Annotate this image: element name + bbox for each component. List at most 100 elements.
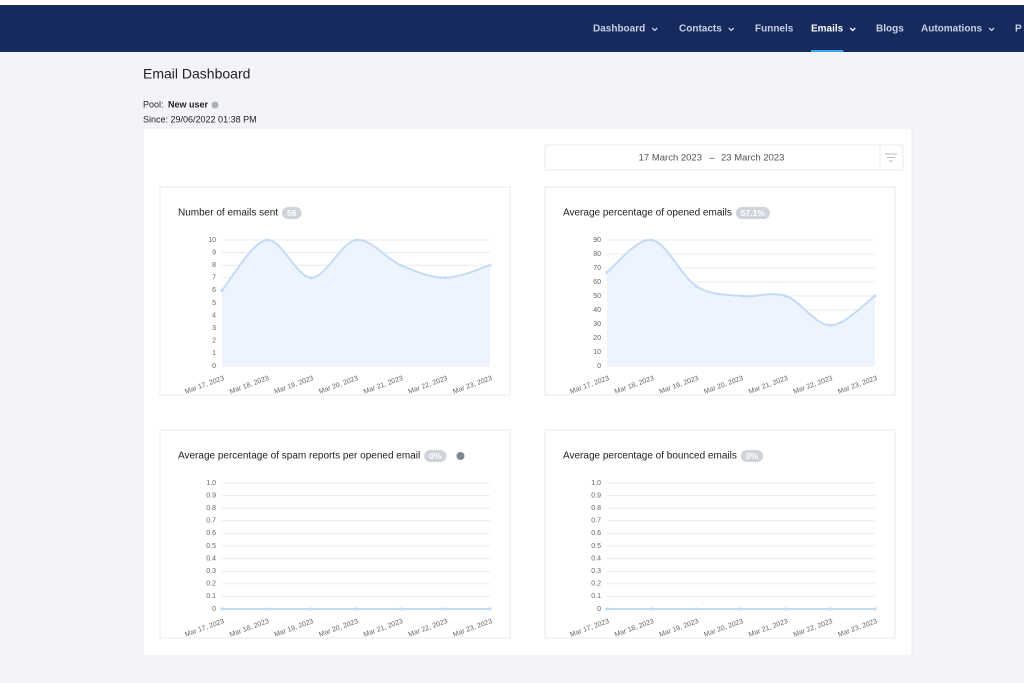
point [220,288,224,292]
point [309,276,313,280]
filter-icon[interactable] [885,153,897,162]
point [399,607,403,611]
date-separator: – [709,153,715,164]
y-tick-label: 0 [597,606,601,613]
top-edge [0,0,1024,5]
point [443,276,447,280]
chart-card [159,429,511,639]
point [784,294,788,298]
point [873,294,877,298]
help-icon[interactable] [456,452,465,460]
y-tick-label: 10 [208,237,216,244]
y-tick-label: 8 [212,262,216,269]
badge-bg [740,450,764,462]
chart-title: Average percentage of bounced emails [563,451,737,462]
y-tick-label: 60 [593,279,601,286]
nav-chevron [849,27,856,32]
point [694,284,698,288]
y-tick-label: 0.4 [206,555,216,562]
point [739,607,743,611]
y-tick-label: 5 [212,300,216,307]
y-tick-label: 0.2 [591,581,601,588]
y-tick-label: 1 [212,350,216,357]
y-tick-label: 6 [212,287,216,294]
y-tick-label: 0 [212,606,216,613]
point [488,263,492,267]
point [354,607,358,611]
y-tick-label: 0.7 [206,518,216,525]
chart-title: Number of emails sent [178,208,278,219]
y-tick-label: 0.4 [591,555,601,562]
nav-item[interactable]: Funnels [755,24,794,35]
y-tick-label: 4 [212,312,216,319]
y-tick-label: 50 [593,293,601,300]
nav-active-underline [811,50,844,52]
area [607,239,875,366]
point [828,323,832,327]
y-tick-label: 9 [212,249,216,256]
chart-title: Average percentage of spam reports per o… [178,451,420,462]
y-tick-label: 1.0 [206,480,216,487]
chart-title: Average percentage of opened emails [563,208,732,219]
pool-label: Pool: [143,99,164,109]
badge: 57.1% [741,208,766,218]
nav-chevron [728,27,735,32]
y-tick-label: 10 [593,349,601,356]
point [309,607,313,611]
y-tick-label: 1.0 [591,480,601,487]
y-tick-label: 0.3 [206,568,216,575]
y-tick-label: 70 [593,265,601,272]
point [650,238,654,242]
since: Since: 29/06/2022 01:38 PM [143,114,257,124]
y-tick-label: 80 [593,251,601,258]
point [828,607,832,611]
badge-bg [424,450,447,462]
point [354,238,358,242]
y-tick-label: 0.5 [206,543,216,550]
y-tick-label: 0.3 [591,568,601,575]
badge: 0% [429,451,442,461]
date-end: 23 March 2023 [721,153,784,164]
nav-item[interactable]: Dashboard [593,24,645,35]
point [873,607,877,611]
y-tick-label: 0.7 [591,518,601,525]
y-tick-label: 0.2 [206,581,216,588]
page-title: Email Dashboard [143,66,250,82]
point [265,238,269,242]
y-tick-label: 0 [212,363,216,370]
nav-chevron [988,27,995,32]
nav-item[interactable]: Emails [811,24,844,35]
date-range[interactable] [544,144,904,171]
y-tick-label: 40 [593,307,601,314]
y-tick-label: 2 [212,338,216,345]
point [443,607,447,611]
nav-item[interactable]: Automations [921,24,983,35]
y-tick-label: 90 [593,237,601,244]
y-tick-label: 0 [597,363,601,370]
badge: 0% [746,451,759,461]
point [605,270,609,274]
point [220,607,224,611]
y-tick-label: 30 [593,321,601,328]
y-tick-label: 0.9 [206,492,216,499]
point [605,607,609,611]
nav-item[interactable]: P [1015,24,1022,35]
help-icon[interactable] [211,101,219,109]
pool-value: New user [168,99,209,109]
point [694,607,698,611]
nav-item[interactable]: Contacts [679,24,722,35]
point [488,607,492,611]
date-start: 17 March 2023 [639,153,702,164]
nav-item[interactable]: Blogs [876,24,904,35]
badge-bg [282,207,302,219]
badge: 56 [287,208,297,218]
nav-chevron [651,27,658,32]
y-tick-label: 0.6 [591,530,601,537]
y-tick-label: 0.8 [591,505,601,512]
y-tick-label: 0.1 [591,593,601,600]
y-tick-label: 0.8 [206,505,216,512]
area [222,239,490,366]
point [399,263,403,267]
y-tick-label: 0.1 [206,593,216,600]
y-tick-label: 20 [593,335,601,342]
